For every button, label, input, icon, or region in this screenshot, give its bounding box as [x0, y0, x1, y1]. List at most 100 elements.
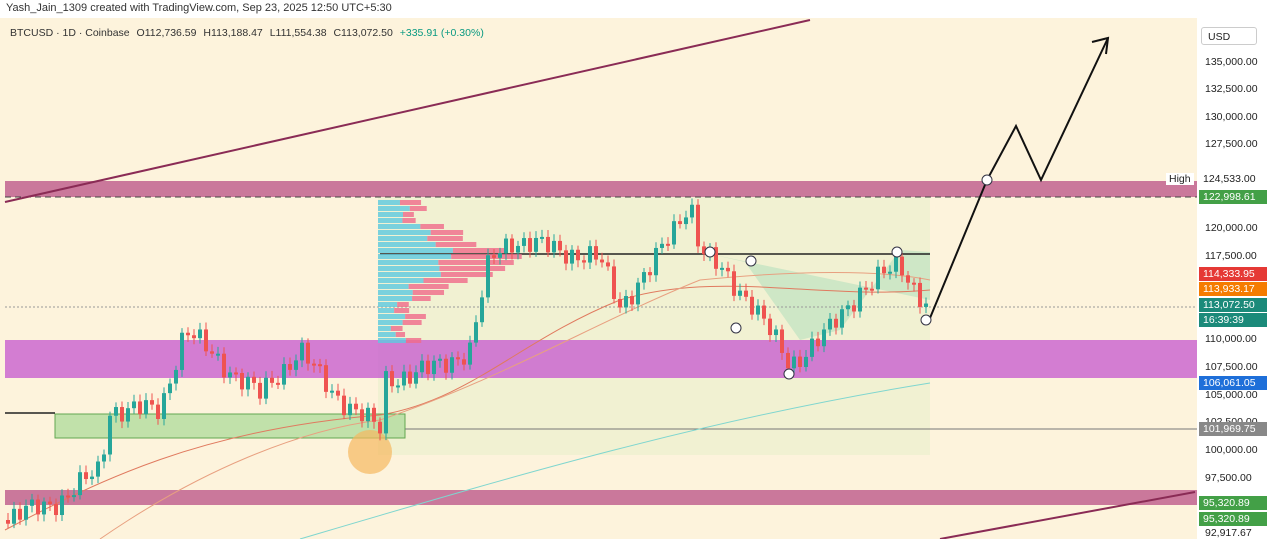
candle-body	[630, 296, 634, 305]
profile-bar	[378, 242, 436, 247]
profile-bar	[399, 200, 422, 205]
candle-body	[78, 472, 82, 496]
candle-body	[426, 360, 430, 375]
profile-bar	[378, 248, 453, 253]
pivot-point	[920, 314, 932, 326]
candle-body	[510, 238, 514, 253]
candle-body	[6, 520, 10, 524]
candle-body	[318, 364, 322, 367]
candle-body	[462, 359, 466, 365]
profile-bar	[378, 218, 403, 223]
candle-body	[912, 282, 916, 285]
candle-body	[858, 287, 862, 312]
price-label: 127,500.00	[1205, 138, 1258, 150]
profile-bar	[405, 314, 426, 319]
candle-body	[324, 365, 328, 392]
moving-average	[299, 382, 931, 539]
candle-body	[120, 407, 124, 422]
candle-body	[744, 290, 748, 297]
credit: Yash_Jain_1309 created with TradingView.…	[6, 2, 392, 14]
candle-body	[552, 240, 556, 253]
candle-body	[24, 505, 28, 520]
profile-bar	[378, 212, 403, 217]
profile-bar	[402, 218, 416, 223]
candle-body	[414, 372, 418, 384]
candle-body	[726, 267, 730, 272]
price-label: 100,000.00	[1205, 444, 1258, 456]
candle-body	[576, 249, 580, 261]
candle-body	[570, 249, 574, 264]
profile-bar	[378, 314, 406, 319]
profile-bar	[438, 260, 514, 265]
profile-bar	[378, 332, 396, 337]
candle-body	[600, 259, 604, 263]
candle-body	[420, 360, 424, 373]
candle-body	[228, 372, 232, 378]
candle-body	[702, 246, 706, 255]
profile-bar	[378, 266, 440, 271]
price-label: 135,000.00	[1205, 56, 1258, 68]
candle-body	[870, 288, 874, 291]
candle-body	[456, 357, 460, 360]
candle-body	[564, 250, 568, 264]
candle-body	[756, 305, 760, 315]
moving-average	[4, 285, 931, 531]
profile-bar	[430, 230, 464, 235]
trendline	[4, 19, 811, 203]
candle-body	[408, 371, 412, 384]
candle-body	[198, 329, 202, 339]
candle-body	[54, 504, 58, 516]
profile-bar	[378, 302, 398, 307]
pivot-point	[783, 368, 795, 380]
candle-body	[30, 499, 34, 506]
candle-body	[762, 305, 766, 319]
profile-bar	[378, 308, 395, 313]
candle-body	[90, 476, 94, 480]
candle-body	[774, 329, 778, 336]
candle-body	[492, 255, 496, 258]
candle-body	[36, 499, 40, 515]
candle-body	[252, 376, 256, 383]
price-label: 130,000.00	[1205, 111, 1258, 123]
candle-body	[450, 357, 454, 373]
open: O112,736.59	[136, 27, 197, 39]
pattern-area	[710, 250, 930, 340]
candle-body	[330, 390, 334, 393]
profile-bar	[409, 206, 427, 211]
candle-body	[840, 309, 844, 328]
price-tag: 124,533.00	[1199, 172, 1267, 186]
candle-body	[828, 318, 832, 330]
profile-bar	[378, 230, 431, 235]
candle-body	[786, 352, 790, 369]
candle-body	[468, 342, 472, 365]
candle-body	[792, 356, 796, 369]
candle-body	[150, 400, 154, 405]
candle-body	[714, 247, 718, 269]
candle-body	[144, 400, 148, 415]
candle-body	[732, 271, 736, 296]
candle-body	[660, 243, 664, 248]
profile-bar	[378, 320, 403, 325]
candle-body	[246, 376, 250, 390]
candle-body	[696, 204, 700, 247]
candle-body	[918, 282, 922, 307]
price-label: 132,500.00	[1205, 83, 1258, 95]
candle-body	[18, 508, 22, 520]
candle-body	[378, 421, 382, 434]
volume-profile	[378, 200, 522, 343]
candle-body	[186, 332, 190, 336]
pivot-point	[730, 322, 742, 334]
candle-body	[390, 371, 394, 387]
candle-body	[204, 329, 208, 352]
candle-body	[222, 353, 226, 378]
profile-bar	[402, 320, 422, 325]
high: H113,188.47	[203, 27, 263, 39]
currency-button[interactable]: USD	[1201, 27, 1257, 45]
moving-average	[99, 272, 931, 539]
highlight-circle	[348, 430, 392, 474]
candle-body	[114, 407, 118, 416]
profile-bar	[378, 200, 400, 205]
candle-body	[648, 272, 652, 276]
candle-body	[816, 338, 820, 347]
